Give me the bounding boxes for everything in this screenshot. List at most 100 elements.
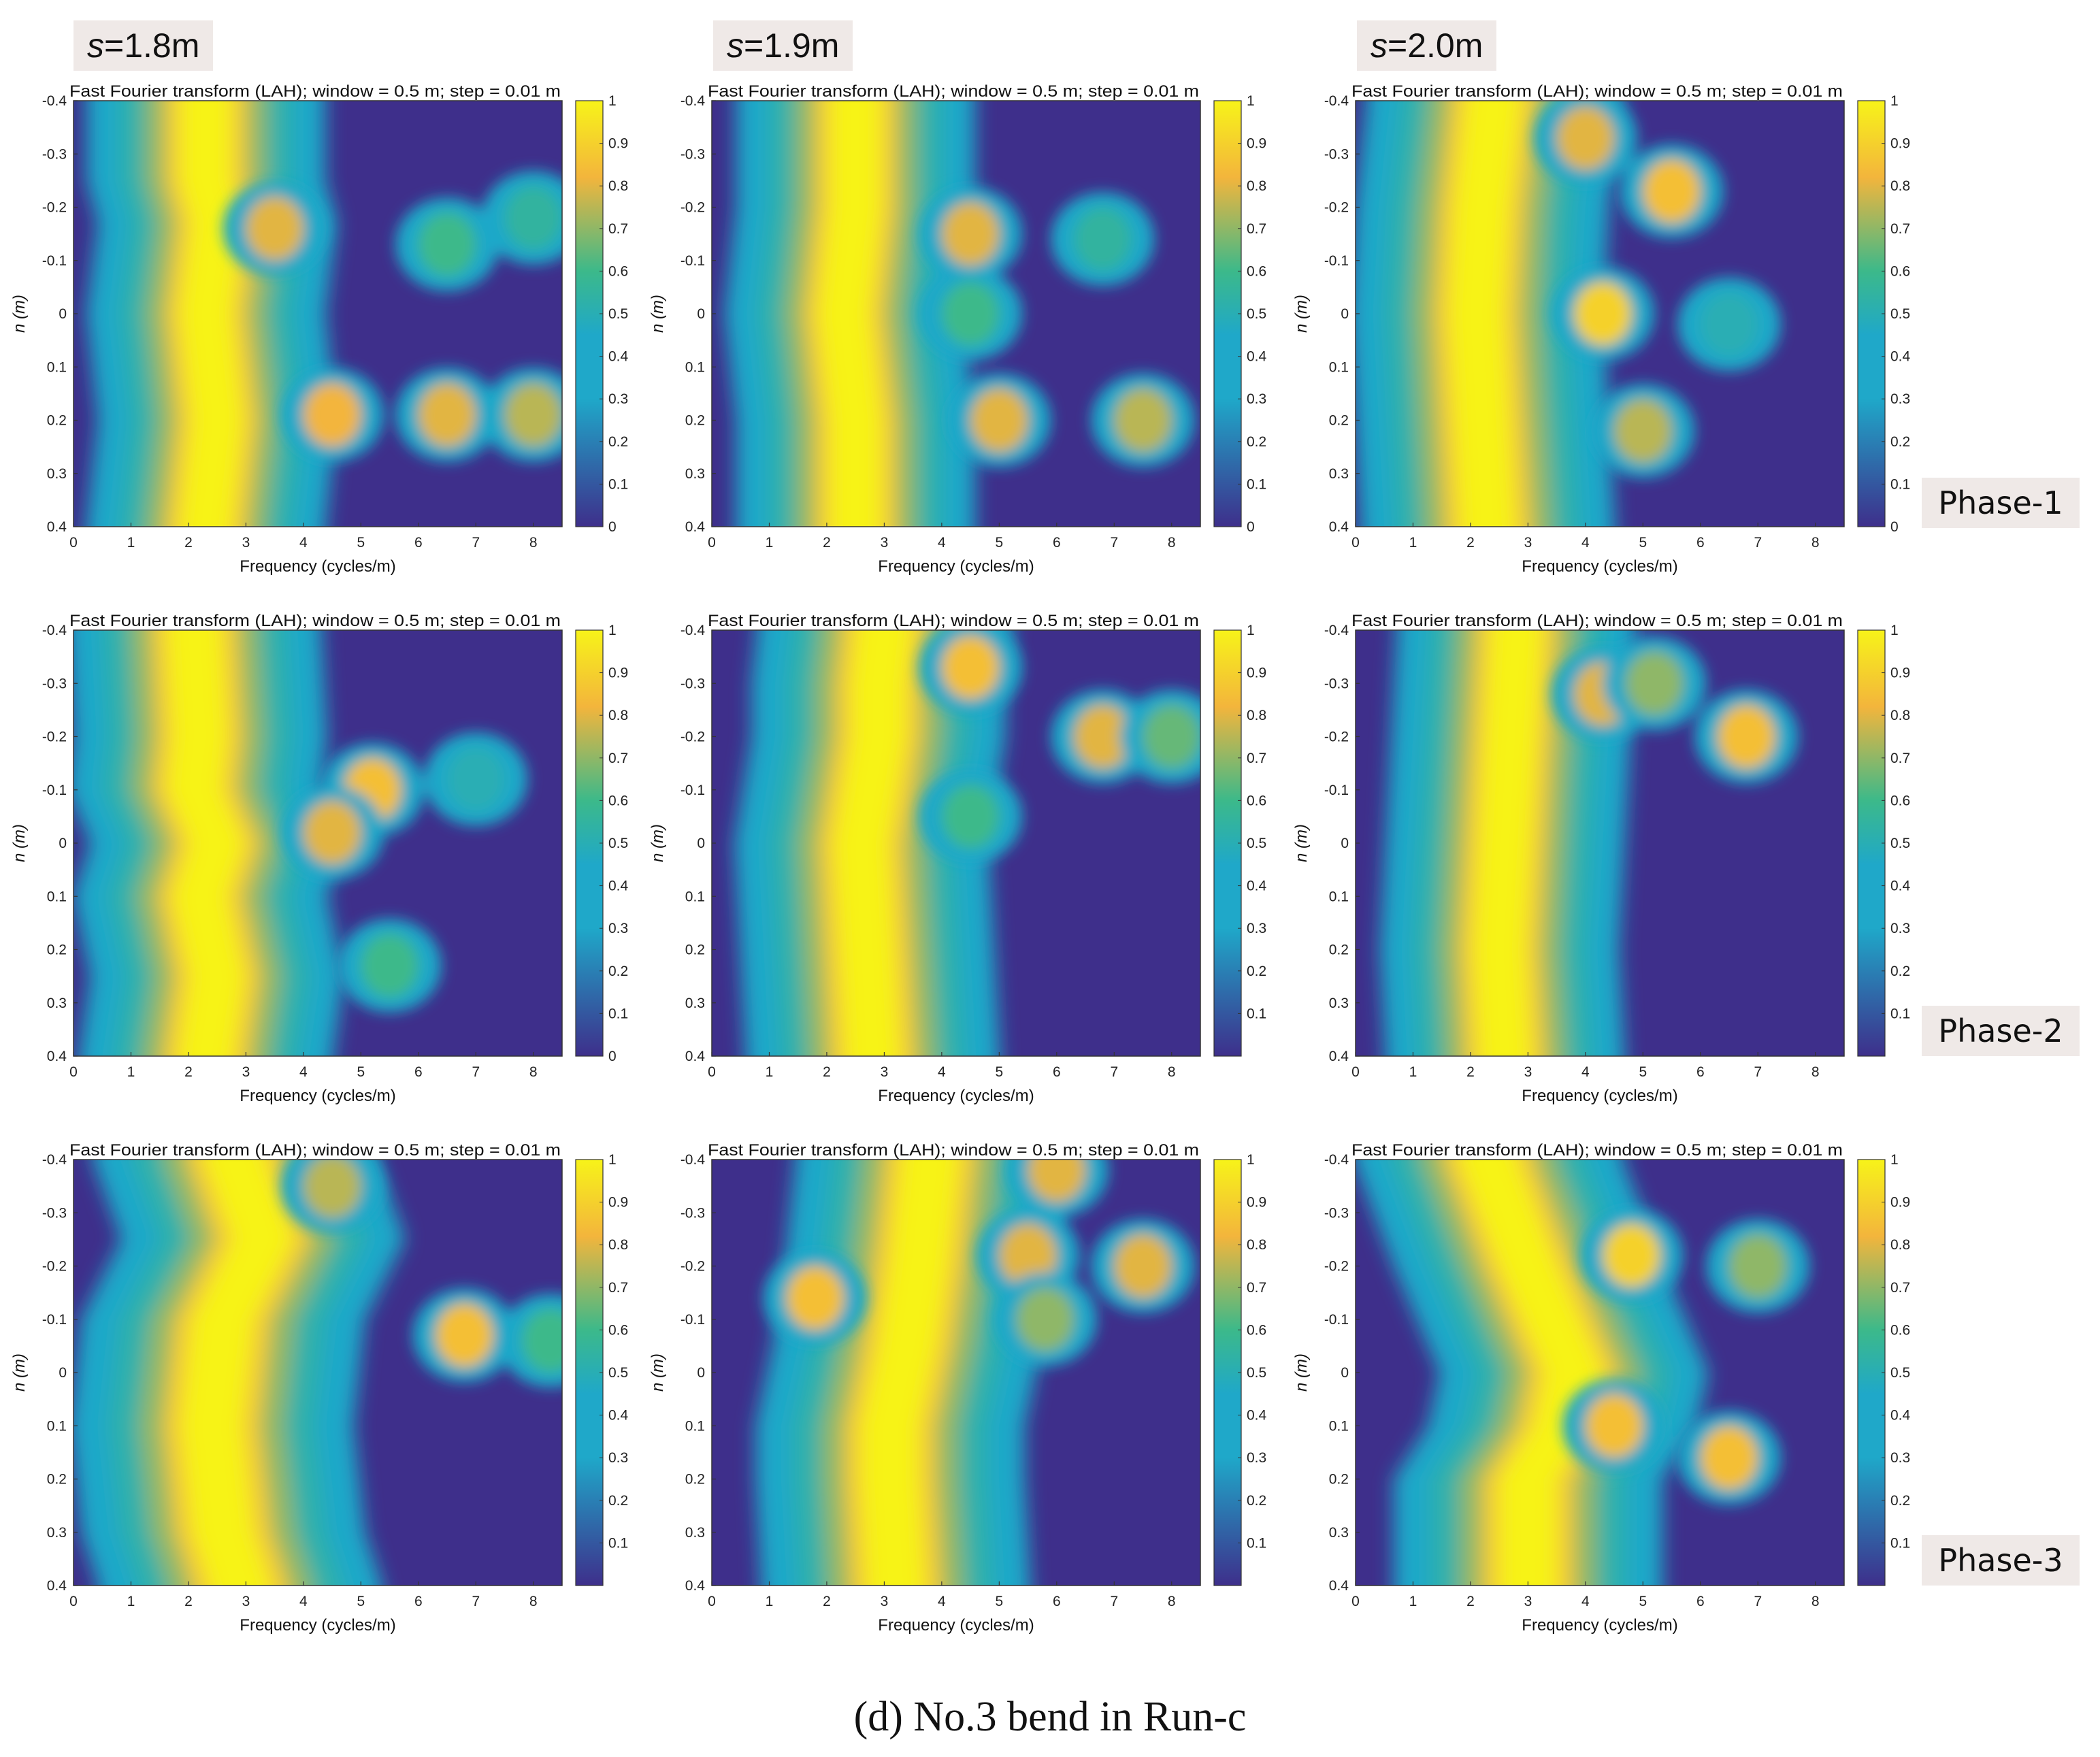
y-tick-label: -0.3	[1324, 1205, 1349, 1221]
column-label-s-1-8: s=1.8m	[73, 20, 214, 71]
colorbar-tick-label: 0.6	[1247, 793, 1266, 808]
colorbar-tick-label: 1	[1247, 623, 1255, 638]
x-tick-label: 4	[1581, 1064, 1590, 1080]
colorbar-tick-label: 0.8	[1890, 178, 1910, 194]
y-tick-label: 0.2	[1329, 413, 1349, 429]
y-tick-label: -0.2	[1324, 200, 1349, 216]
y-tick-label: 0.1	[1329, 359, 1349, 375]
spot-core	[303, 800, 361, 865]
column-label-s-2-0: s=2.0m	[1357, 20, 1497, 71]
x-axis-label: Frequency (cycles/m)	[240, 557, 395, 576]
panel-title: Fast Fourier transform (LAH); window = 0…	[1351, 82, 1843, 101]
y-tick-label: 0	[59, 1365, 67, 1381]
row-label-phase-1: Phase-1	[1922, 478, 2080, 528]
x-tick-label: 0	[708, 1064, 716, 1080]
colorbar-tick-label: 1	[1890, 93, 1899, 109]
y-tick-label: -0.2	[1324, 1259, 1349, 1275]
colorbar-tick-label: 0.7	[608, 751, 628, 766]
y-tick-label: 0.4	[47, 1049, 67, 1064]
colorbar-tick-label: 0.5	[1890, 1365, 1910, 1381]
colorbar-tick-label: 0.2	[608, 434, 628, 450]
x-tick-label: 7	[472, 1594, 480, 1609]
y-tick-label: 0.3	[1329, 466, 1349, 482]
spot-core	[361, 934, 419, 998]
spot-core	[418, 382, 476, 447]
x-tick-label: 2	[184, 1594, 193, 1609]
y-tick-label: -0.1	[42, 783, 67, 798]
colorbar-tick-label: 1	[1247, 93, 1255, 109]
y-tick-label: 0.4	[685, 519, 706, 535]
y-tick-label: -0.4	[680, 93, 706, 109]
y-tick-label: -0.3	[1324, 676, 1349, 691]
panel-title: Fast Fourier transform (LAH); window = 0…	[708, 1141, 1199, 1160]
x-tick-label: 4	[1581, 1594, 1590, 1609]
spot-core	[504, 382, 562, 447]
colorbar-tick-label: 1	[1890, 623, 1899, 638]
x-tick-label: 8	[1811, 535, 1820, 551]
x-tick-label: 3	[881, 535, 889, 551]
colorbar-tick-label: 0.7	[608, 221, 628, 237]
y-tick-label: 0.2	[685, 1472, 705, 1488]
x-axis-label: Frequency (cycles/m)	[878, 557, 1034, 576]
colorbar-tick-label: 0.8	[1890, 1237, 1910, 1253]
colorbar-tick-label: 0.3	[608, 921, 628, 936]
spot-core	[1143, 704, 1200, 769]
x-tick-label: 2	[1466, 1064, 1475, 1080]
colorbar-tick-label: 0.4	[608, 1408, 629, 1424]
y-tick-label: 0.3	[47, 996, 67, 1011]
x-tick-label: 4	[299, 1064, 308, 1080]
x-tick-label: 6	[1696, 1064, 1705, 1080]
spot-core	[786, 1266, 844, 1330]
colorbar-tick-label: 0.3	[1247, 391, 1266, 407]
x-tick-label: 6	[414, 1594, 423, 1609]
x-tick-label: 1	[766, 1594, 774, 1609]
y-tick-label: 0.3	[47, 1525, 67, 1541]
y-tick-label: -0.3	[680, 676, 705, 691]
ridge-band-layer	[1449, 101, 1521, 527]
x-tick-label: 6	[1053, 535, 1061, 551]
x-tick-label: 8	[1168, 1064, 1176, 1080]
x-tick-label: 4	[299, 535, 308, 551]
spot-core	[1603, 1223, 1660, 1287]
colorbar-tick-label: 0.7	[1247, 1280, 1266, 1296]
x-tick-label: 0	[1351, 1594, 1360, 1609]
y-tick-label: -0.1	[680, 783, 705, 798]
spot-core	[1074, 704, 1132, 769]
x-tick-label: 1	[1409, 535, 1417, 551]
x-tick-label: 7	[1754, 1594, 1762, 1609]
x-tick-label: 7	[1110, 1594, 1118, 1609]
colorbar-tick-label: 0.5	[1890, 306, 1910, 322]
y-tick-label: 0	[697, 836, 705, 851]
x-tick-label: 1	[127, 1064, 135, 1080]
colorbar-tick-label: 0	[608, 1049, 617, 1064]
y-tick-label: -0.2	[680, 1259, 705, 1275]
y-tick-label: 0.4	[685, 1578, 706, 1594]
x-tick-label: 8	[1168, 535, 1176, 551]
spot-core	[1028, 1160, 1086, 1202]
colorbar-tick-label: 0.4	[1247, 349, 1267, 365]
x-tick-label: 1	[766, 1064, 774, 1080]
y-tick-label: 0.4	[1329, 1578, 1349, 1594]
colorbar-tick-label: 0.4	[608, 349, 629, 365]
y-tick-label: 0.2	[1329, 942, 1349, 958]
y-tick-label: -0.2	[42, 200, 67, 216]
colorbar-tick-label: 0.9	[1247, 136, 1266, 152]
colorbar-tick-label: 0.1	[1890, 1006, 1910, 1021]
colorbar-tick-label: 0.5	[1247, 1365, 1266, 1381]
x-tick-label: 2	[184, 535, 193, 551]
panel-title: Fast Fourier transform (LAH); window = 0…	[69, 612, 561, 630]
y-tick-label: 0.3	[685, 1525, 705, 1541]
colorbar-tick-label: 0	[1247, 519, 1255, 535]
x-tick-label: 1	[766, 535, 774, 551]
colorbar-tick-label: 0.2	[608, 1493, 628, 1509]
panel-title: Fast Fourier transform (LAH); window = 0…	[69, 1141, 561, 1160]
x-axis-label: Frequency (cycles/m)	[1522, 557, 1677, 576]
x-tick-label: 5	[357, 535, 365, 551]
x-tick-label: 5	[1639, 1064, 1647, 1080]
x-tick-label: 7	[1110, 1064, 1118, 1080]
y-axis-label: n (m)	[10, 1353, 29, 1392]
x-tick-label: 8	[529, 535, 538, 551]
x-tick-label: 3	[1524, 535, 1532, 551]
x-tick-label: 8	[529, 1064, 538, 1080]
y-axis-label: n (m)	[649, 1353, 667, 1392]
